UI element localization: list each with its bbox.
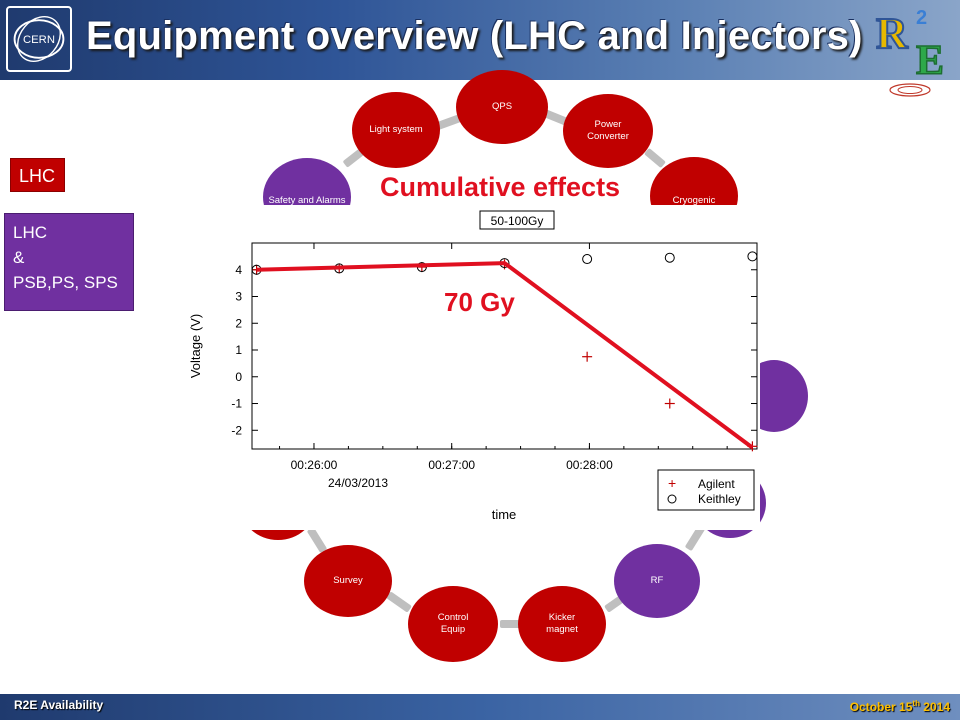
node-kicker-magnet: Kicker magnet: [518, 586, 606, 662]
y-tick-label: 4: [235, 263, 242, 277]
keithley-point: [747, 251, 758, 262]
voltage-plot: 50-100Gy 4 3 2 1 0 -1 -2 00:26:00 00:27:00 00:28…: [182, 205, 760, 530]
lhc-tag: LHC: [10, 158, 65, 192]
footer-bar: R2E Availability October 15th 2014: [0, 694, 960, 720]
trend-line: [256, 261, 754, 450]
date-label: 24/03/2013: [328, 476, 388, 490]
trend-line-path: [256, 261, 754, 450]
footer-date-year: 2014: [919, 700, 950, 714]
legend-agilent-label: Agilent: [698, 477, 735, 491]
connector: [500, 620, 520, 628]
svg-text:R: R: [876, 9, 909, 58]
x-axis-label: time: [492, 507, 517, 522]
y-tick-label: -1: [231, 397, 242, 411]
svg-text:CERN: CERN: [23, 34, 55, 46]
node-control-equip: Control Equip: [408, 586, 498, 662]
x-tick-label: 00:27:00: [428, 458, 475, 472]
x-tick-label: 00:28:00: [566, 458, 613, 472]
dose-label: 70 Gy: [444, 287, 515, 317]
keithley-point: [582, 254, 593, 265]
x-axis-ticks: 00:26:00 00:27:00 00:28:00: [279, 243, 728, 472]
legend-agilent-marker: +: [668, 475, 676, 491]
node-qps: QPS: [456, 70, 548, 144]
y-tick-label: -2: [231, 423, 242, 437]
y-axis-label: Voltage (V): [188, 314, 203, 378]
node-light-system: Light system: [352, 92, 440, 168]
node-survey: Survey: [304, 545, 392, 617]
legend-keithley-label: Keithley: [698, 492, 741, 506]
footer-date: October 15th 2014: [850, 699, 950, 714]
r2e-logo: R 2 E: [870, 0, 960, 100]
y-tick-label: 3: [235, 290, 242, 304]
footer-title: R2E Availability: [14, 698, 104, 712]
node-power-converter: Power Converter: [563, 94, 653, 168]
data-marks: [251, 251, 758, 452]
connector: [386, 591, 412, 613]
voltage-chart-svg: 50-100Gy 4 3 2 1 0 -1 -2 00:26:00 00:27:00 00:28…: [188, 210, 758, 522]
node-rf: RF: [614, 544, 700, 618]
header-bar: CERN Equipment overview (LHC and Injecto…: [0, 0, 960, 80]
chart-title-box: [479, 210, 555, 230]
svg-text:E: E: [916, 38, 944, 84]
page-title: Equipment overview (LHC and Injectors): [86, 14, 863, 58]
plot-frame: [251, 242, 758, 450]
footer-date-sup: th: [912, 699, 920, 708]
lhc-injectors-line: PSB,PS, SPS: [13, 273, 118, 292]
cern-logo: CERN: [6, 6, 72, 72]
lhc-injectors-tag: LHC & PSB,PS, SPS: [4, 213, 134, 311]
lhc-injectors-line: LHC: [13, 223, 48, 242]
lhc-injectors-line: &: [13, 248, 25, 267]
keithley-point: [664, 252, 675, 263]
legend-keithley-marker: [667, 494, 677, 504]
connector: [644, 147, 666, 169]
x-tick-label: 00:26:00: [291, 458, 338, 472]
cumulative-effects-label: Cumulative effects: [380, 172, 621, 202]
y-tick-label: 2: [235, 316, 242, 330]
chart-title: 50-100Gy: [491, 214, 544, 228]
connector: [306, 526, 328, 554]
y-tick-label: 0: [235, 370, 242, 384]
footer-date-main: October 15: [849, 700, 913, 714]
svg-text:2: 2: [916, 7, 927, 29]
y-tick-label: 1: [235, 343, 242, 357]
legend-box: [657, 469, 755, 511]
